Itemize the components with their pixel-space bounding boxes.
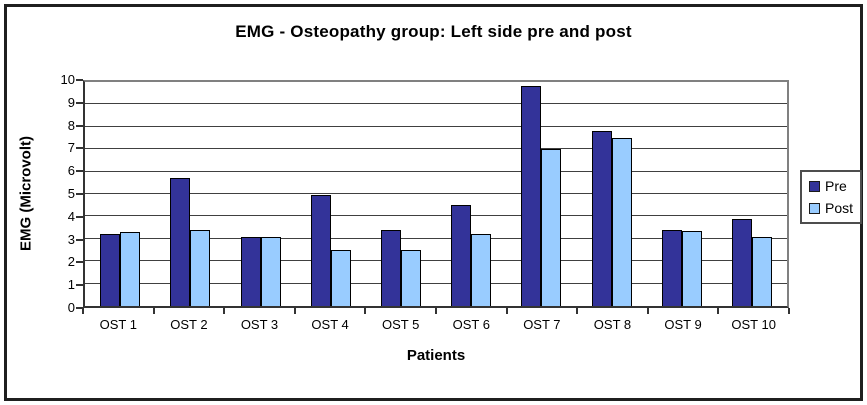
bar-pre-ost-7 <box>521 86 542 306</box>
bar-post-ost-10 <box>751 236 772 306</box>
bar-pre-ost-8 <box>591 131 612 306</box>
gridline-8 <box>85 125 787 127</box>
plot-area <box>83 80 789 308</box>
bar-pre-ost-6 <box>451 205 472 306</box>
x-axis-title: Patients <box>406 347 466 364</box>
y-tick-mark-2 <box>76 261 83 264</box>
x-tick-mark-9 <box>717 308 720 314</box>
bar-group-ost-2 <box>155 82 225 306</box>
bar-post-ost-8 <box>611 138 632 306</box>
bar-post-ost-6 <box>471 234 492 306</box>
x-label-ost-9: OST 9 <box>664 317 702 332</box>
bar-group-ost-7 <box>506 82 576 306</box>
bar-post-ost-2 <box>190 229 211 306</box>
x-tick-mark-1 <box>152 308 155 314</box>
bar-group-ost-8 <box>576 82 646 306</box>
x-label-ost-6: OST 6 <box>452 317 490 332</box>
bar-group-ost-10 <box>717 82 787 306</box>
x-label-ost-5: OST 5 <box>382 317 420 332</box>
bar-post-ost-5 <box>400 250 421 306</box>
bar-pre-ost-9 <box>661 229 682 306</box>
x-label-ost-4: OST 4 <box>311 317 349 332</box>
y-tick-mark-8 <box>76 124 83 127</box>
bar-post-ost-9 <box>681 230 702 306</box>
y-axis-title: EMG (Microvolt) <box>17 136 35 252</box>
x-label-ost-7: OST 7 <box>523 317 561 332</box>
chart-title: EMG - Osteopathy group: Left side pre an… <box>235 22 632 41</box>
y-tick-mark-5 <box>76 193 83 195</box>
x-label-ost-2: OST 2 <box>170 317 208 332</box>
x-tick-mark-10 <box>788 308 790 314</box>
legend: Pre Post <box>800 170 863 224</box>
chart-frame: EMG - Osteopathy group: Left side pre an… <box>4 4 863 401</box>
gridline-5 <box>85 193 787 194</box>
bar-post-ost-3 <box>260 236 281 306</box>
bar-pre-ost-2 <box>170 178 191 306</box>
x-tick-mark-6 <box>505 308 508 314</box>
gridline-3 <box>85 237 787 239</box>
bar-series-area <box>85 82 787 306</box>
y-tick-label-6: 6 <box>67 163 75 179</box>
gridline-7 <box>85 148 787 150</box>
x-tick-mark-0 <box>82 308 84 314</box>
legend-swatch-pre <box>809 180 820 192</box>
x-tick-mark-7 <box>576 308 579 314</box>
bar-group-ost-3 <box>225 82 295 306</box>
y-tick-mark-10 <box>76 79 83 81</box>
bar-pre-ost-4 <box>310 195 331 306</box>
gridline-6 <box>85 170 787 172</box>
bar-pre-ost-1 <box>100 234 121 306</box>
y-tick-mark-0 <box>76 307 83 309</box>
y-tick-mark-9 <box>76 101 83 104</box>
bar-post-ost-1 <box>120 232 141 306</box>
legend-swatch-post <box>809 202 820 214</box>
bar-pre-ost-3 <box>240 236 261 306</box>
x-label-ost-10: OST 10 <box>731 317 776 332</box>
y-tick-label-0: 0 <box>67 300 75 315</box>
x-tick-mark-8 <box>646 308 649 314</box>
x-tick-mark-5 <box>435 308 437 314</box>
gridline-2 <box>85 260 787 262</box>
legend-entry-post: Post <box>809 201 853 215</box>
gridline-4 <box>85 215 787 217</box>
y-tick-label-4: 4 <box>67 208 75 224</box>
bar-pre-ost-10 <box>731 218 752 306</box>
legend-entry-pre: Pre <box>809 179 853 193</box>
bar-group-ost-9 <box>647 82 717 306</box>
gridline-1 <box>85 282 787 284</box>
bar-group-ost-1 <box>85 82 155 306</box>
bar-post-ost-4 <box>330 250 351 306</box>
y-tick-mark-1 <box>76 284 83 287</box>
y-tick-label-10: 10 <box>60 72 75 87</box>
bar-pre-ost-5 <box>380 229 401 306</box>
y-tick-label-1: 1 <box>67 277 75 293</box>
y-tick-label-9: 9 <box>67 94 75 110</box>
y-tick-label-2: 2 <box>67 254 75 270</box>
y-tick-label-7: 7 <box>67 140 75 156</box>
legend-label-post: Post <box>825 200 854 216</box>
x-label-ost-8: OST 8 <box>593 317 632 332</box>
bar-group-ost-4 <box>296 82 366 306</box>
x-label-ost-3: OST 3 <box>240 317 279 332</box>
y-tick-mark-7 <box>76 147 83 150</box>
x-tick-mark-2 <box>223 308 226 314</box>
bar-group-ost-6 <box>436 82 506 306</box>
y-tick-label-8: 8 <box>67 117 75 133</box>
y-tick-label-5: 5 <box>67 186 75 201</box>
y-tick-mark-6 <box>76 170 83 173</box>
x-axis-labels: OST 1 OST 2 OST 3 OST 4 OST 5 OST 6 OST 7 OST 8… <box>83 317 789 332</box>
x-tick-mark-4 <box>364 308 367 314</box>
y-tick-mark-4 <box>76 215 83 218</box>
gridline-9 <box>85 103 787 105</box>
legend-label-pre: Pre <box>825 178 847 194</box>
bar-post-ost-7 <box>541 149 562 306</box>
y-tick-mark-3 <box>76 238 83 241</box>
bar-group-ost-5 <box>366 82 436 306</box>
x-label-ost-1: OST 1 <box>99 317 137 332</box>
y-tick-label-3: 3 <box>67 231 75 247</box>
gridlines <box>85 82 787 306</box>
x-tick-mark-3 <box>293 308 296 314</box>
